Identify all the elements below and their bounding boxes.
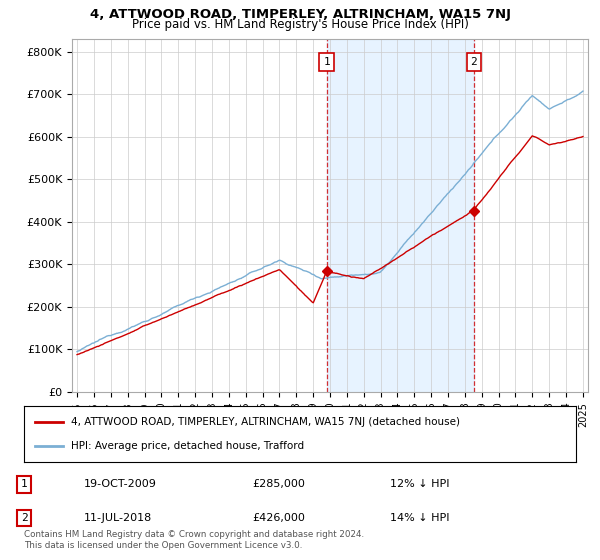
Text: Price paid vs. HM Land Registry's House Price Index (HPI): Price paid vs. HM Land Registry's House …	[131, 18, 469, 31]
Text: 2: 2	[20, 513, 28, 523]
Text: 4, ATTWOOD ROAD, TIMPERLEY, ALTRINCHAM, WA15 7NJ (detached house): 4, ATTWOOD ROAD, TIMPERLEY, ALTRINCHAM, …	[71, 417, 460, 427]
Text: 12% ↓ HPI: 12% ↓ HPI	[390, 479, 449, 489]
Text: Contains HM Land Registry data © Crown copyright and database right 2024.: Contains HM Land Registry data © Crown c…	[24, 530, 364, 539]
Bar	[326, 39, 474, 392]
Text: This data is licensed under the Open Government Licence v3.0.: This data is licensed under the Open Gov…	[24, 541, 302, 550]
Text: 19-OCT-2009: 19-OCT-2009	[84, 479, 157, 489]
Text: 11-JUL-2018: 11-JUL-2018	[84, 513, 152, 523]
Text: 1: 1	[323, 57, 330, 67]
Text: £426,000: £426,000	[252, 513, 305, 523]
Text: HPI: Average price, detached house, Trafford: HPI: Average price, detached house, Traf…	[71, 441, 304, 451]
Text: 1: 1	[20, 479, 28, 489]
Text: 4, ATTWOOD ROAD, TIMPERLEY, ALTRINCHAM, WA15 7NJ: 4, ATTWOOD ROAD, TIMPERLEY, ALTRINCHAM, …	[89, 8, 511, 21]
Text: 14% ↓ HPI: 14% ↓ HPI	[390, 513, 449, 523]
Text: £285,000: £285,000	[252, 479, 305, 489]
Text: 2: 2	[470, 57, 477, 67]
